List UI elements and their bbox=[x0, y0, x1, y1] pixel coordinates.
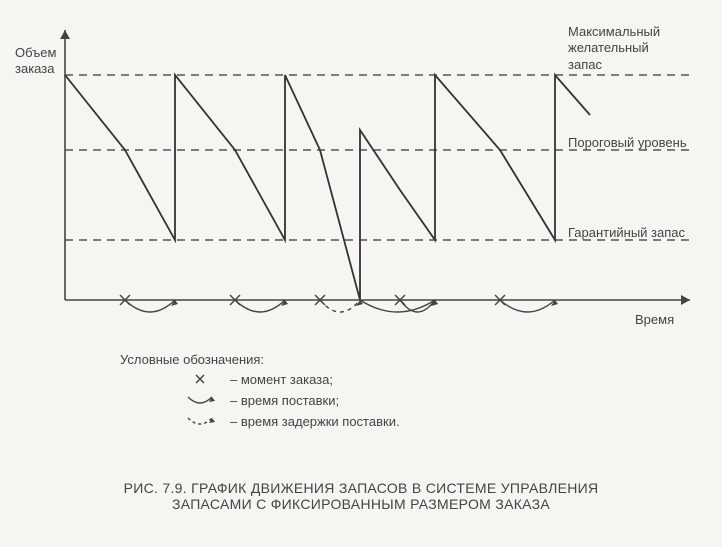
level-max-label: Максимальный желательный запас bbox=[568, 24, 660, 73]
x-axis-label: Время bbox=[635, 312, 674, 328]
legend-title: Условные обозначения: bbox=[120, 352, 264, 367]
figure-caption: Рис. 7.9. ГРАФИК ДВИЖЕНИЯ ЗАПАСОВ В СИСТ… bbox=[0, 480, 722, 512]
level-guarantee-label: Гарантийный запас bbox=[568, 225, 685, 241]
y-axis-label: Объем заказа bbox=[15, 45, 56, 78]
diagram-canvas bbox=[0, 0, 722, 547]
caption-line2: ЗАПАСАМИ С ФИКСИРОВАННЫМ РАЗМЕРОМ ЗАКАЗА bbox=[172, 496, 550, 512]
legend-item: – момент заказа; bbox=[230, 372, 333, 387]
legend-item: – время задержки поставки. bbox=[230, 414, 400, 429]
legend-item: – время поставки; bbox=[230, 393, 339, 408]
caption-line1: Рис. 7.9. ГРАФИК ДВИЖЕНИЯ ЗАПАСОВ В СИСТ… bbox=[124, 480, 599, 496]
level-threshold-label: Пороговый уровень bbox=[568, 135, 687, 151]
